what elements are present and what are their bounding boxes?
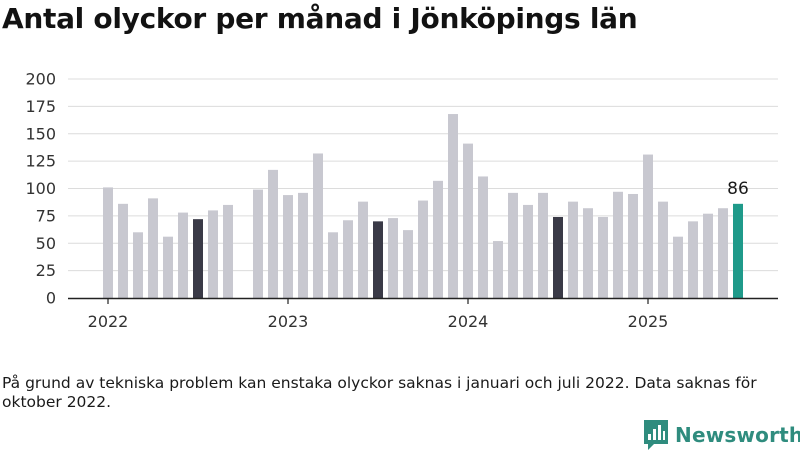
bar bbox=[193, 219, 203, 298]
chart-title: Antal olyckor per månad i Jönköpings län bbox=[2, 2, 638, 35]
bar bbox=[223, 204, 233, 298]
bar bbox=[208, 210, 218, 298]
bar bbox=[688, 221, 698, 298]
bar bbox=[103, 187, 113, 298]
bar bbox=[613, 191, 623, 298]
bar bbox=[658, 201, 668, 298]
bar bbox=[673, 236, 683, 298]
data-labels: 86 bbox=[727, 179, 749, 199]
bar bbox=[463, 143, 473, 298]
y-axis-ticks: 0 25 50 75 100 125 150 175 200 bbox=[25, 70, 56, 308]
y-tick-label: 75 bbox=[36, 206, 56, 225]
y-tick-label: 200 bbox=[25, 70, 56, 89]
y-tick-label: 175 bbox=[25, 97, 56, 116]
x-tick-label: 2023 bbox=[268, 312, 309, 331]
x-axis: 2022 2023 2024 2025 bbox=[68, 297, 778, 331]
bar bbox=[733, 203, 743, 298]
bar bbox=[628, 193, 638, 298]
bar bbox=[343, 220, 353, 298]
bar bbox=[118, 203, 128, 298]
bars bbox=[103, 114, 743, 298]
bar bbox=[253, 189, 263, 298]
bar bbox=[538, 192, 548, 298]
bar bbox=[178, 212, 188, 298]
data-label-latest: 86 bbox=[727, 179, 749, 199]
bar bbox=[598, 216, 608, 298]
bar bbox=[703, 213, 713, 298]
bar bbox=[133, 232, 143, 298]
y-tick-label: 50 bbox=[36, 234, 56, 253]
bar bbox=[718, 208, 728, 298]
x-tick-label: 2022 bbox=[88, 312, 129, 331]
bar bbox=[358, 201, 368, 298]
bar bbox=[283, 195, 293, 298]
bar bbox=[583, 208, 593, 298]
bar bbox=[298, 192, 308, 298]
bar bbox=[448, 114, 458, 298]
x-tick-label: 2025 bbox=[628, 312, 669, 331]
bar bbox=[403, 230, 413, 298]
bar bbox=[553, 216, 563, 298]
bar bbox=[163, 236, 173, 298]
newsworthy-brand[interactable]: Newsworthy bbox=[644, 419, 800, 451]
bar bbox=[493, 241, 503, 298]
bar bbox=[433, 180, 443, 298]
bar bbox=[313, 153, 323, 298]
y-tick-label: 0 bbox=[46, 289, 56, 308]
bar bbox=[508, 192, 518, 298]
x-tick-label: 2024 bbox=[448, 312, 489, 331]
bar bbox=[478, 176, 488, 298]
bar bbox=[523, 204, 533, 298]
y-tick-label: 150 bbox=[25, 124, 56, 143]
y-tick-label: 125 bbox=[25, 152, 56, 171]
bar bbox=[388, 218, 398, 298]
bar bbox=[148, 198, 158, 298]
bar bbox=[328, 232, 338, 298]
newsworthy-logo-icon bbox=[644, 420, 668, 450]
y-tick-label: 100 bbox=[25, 179, 56, 198]
footnote: På grund av tekniska problem kan enstaka… bbox=[2, 374, 757, 411]
bar bbox=[373, 221, 383, 298]
bar bbox=[568, 201, 578, 298]
brand-name: Newsworthy bbox=[675, 423, 800, 447]
bar bbox=[643, 154, 653, 298]
y-tick-label: 25 bbox=[36, 261, 56, 280]
bar bbox=[268, 169, 278, 298]
bar bbox=[418, 200, 428, 298]
